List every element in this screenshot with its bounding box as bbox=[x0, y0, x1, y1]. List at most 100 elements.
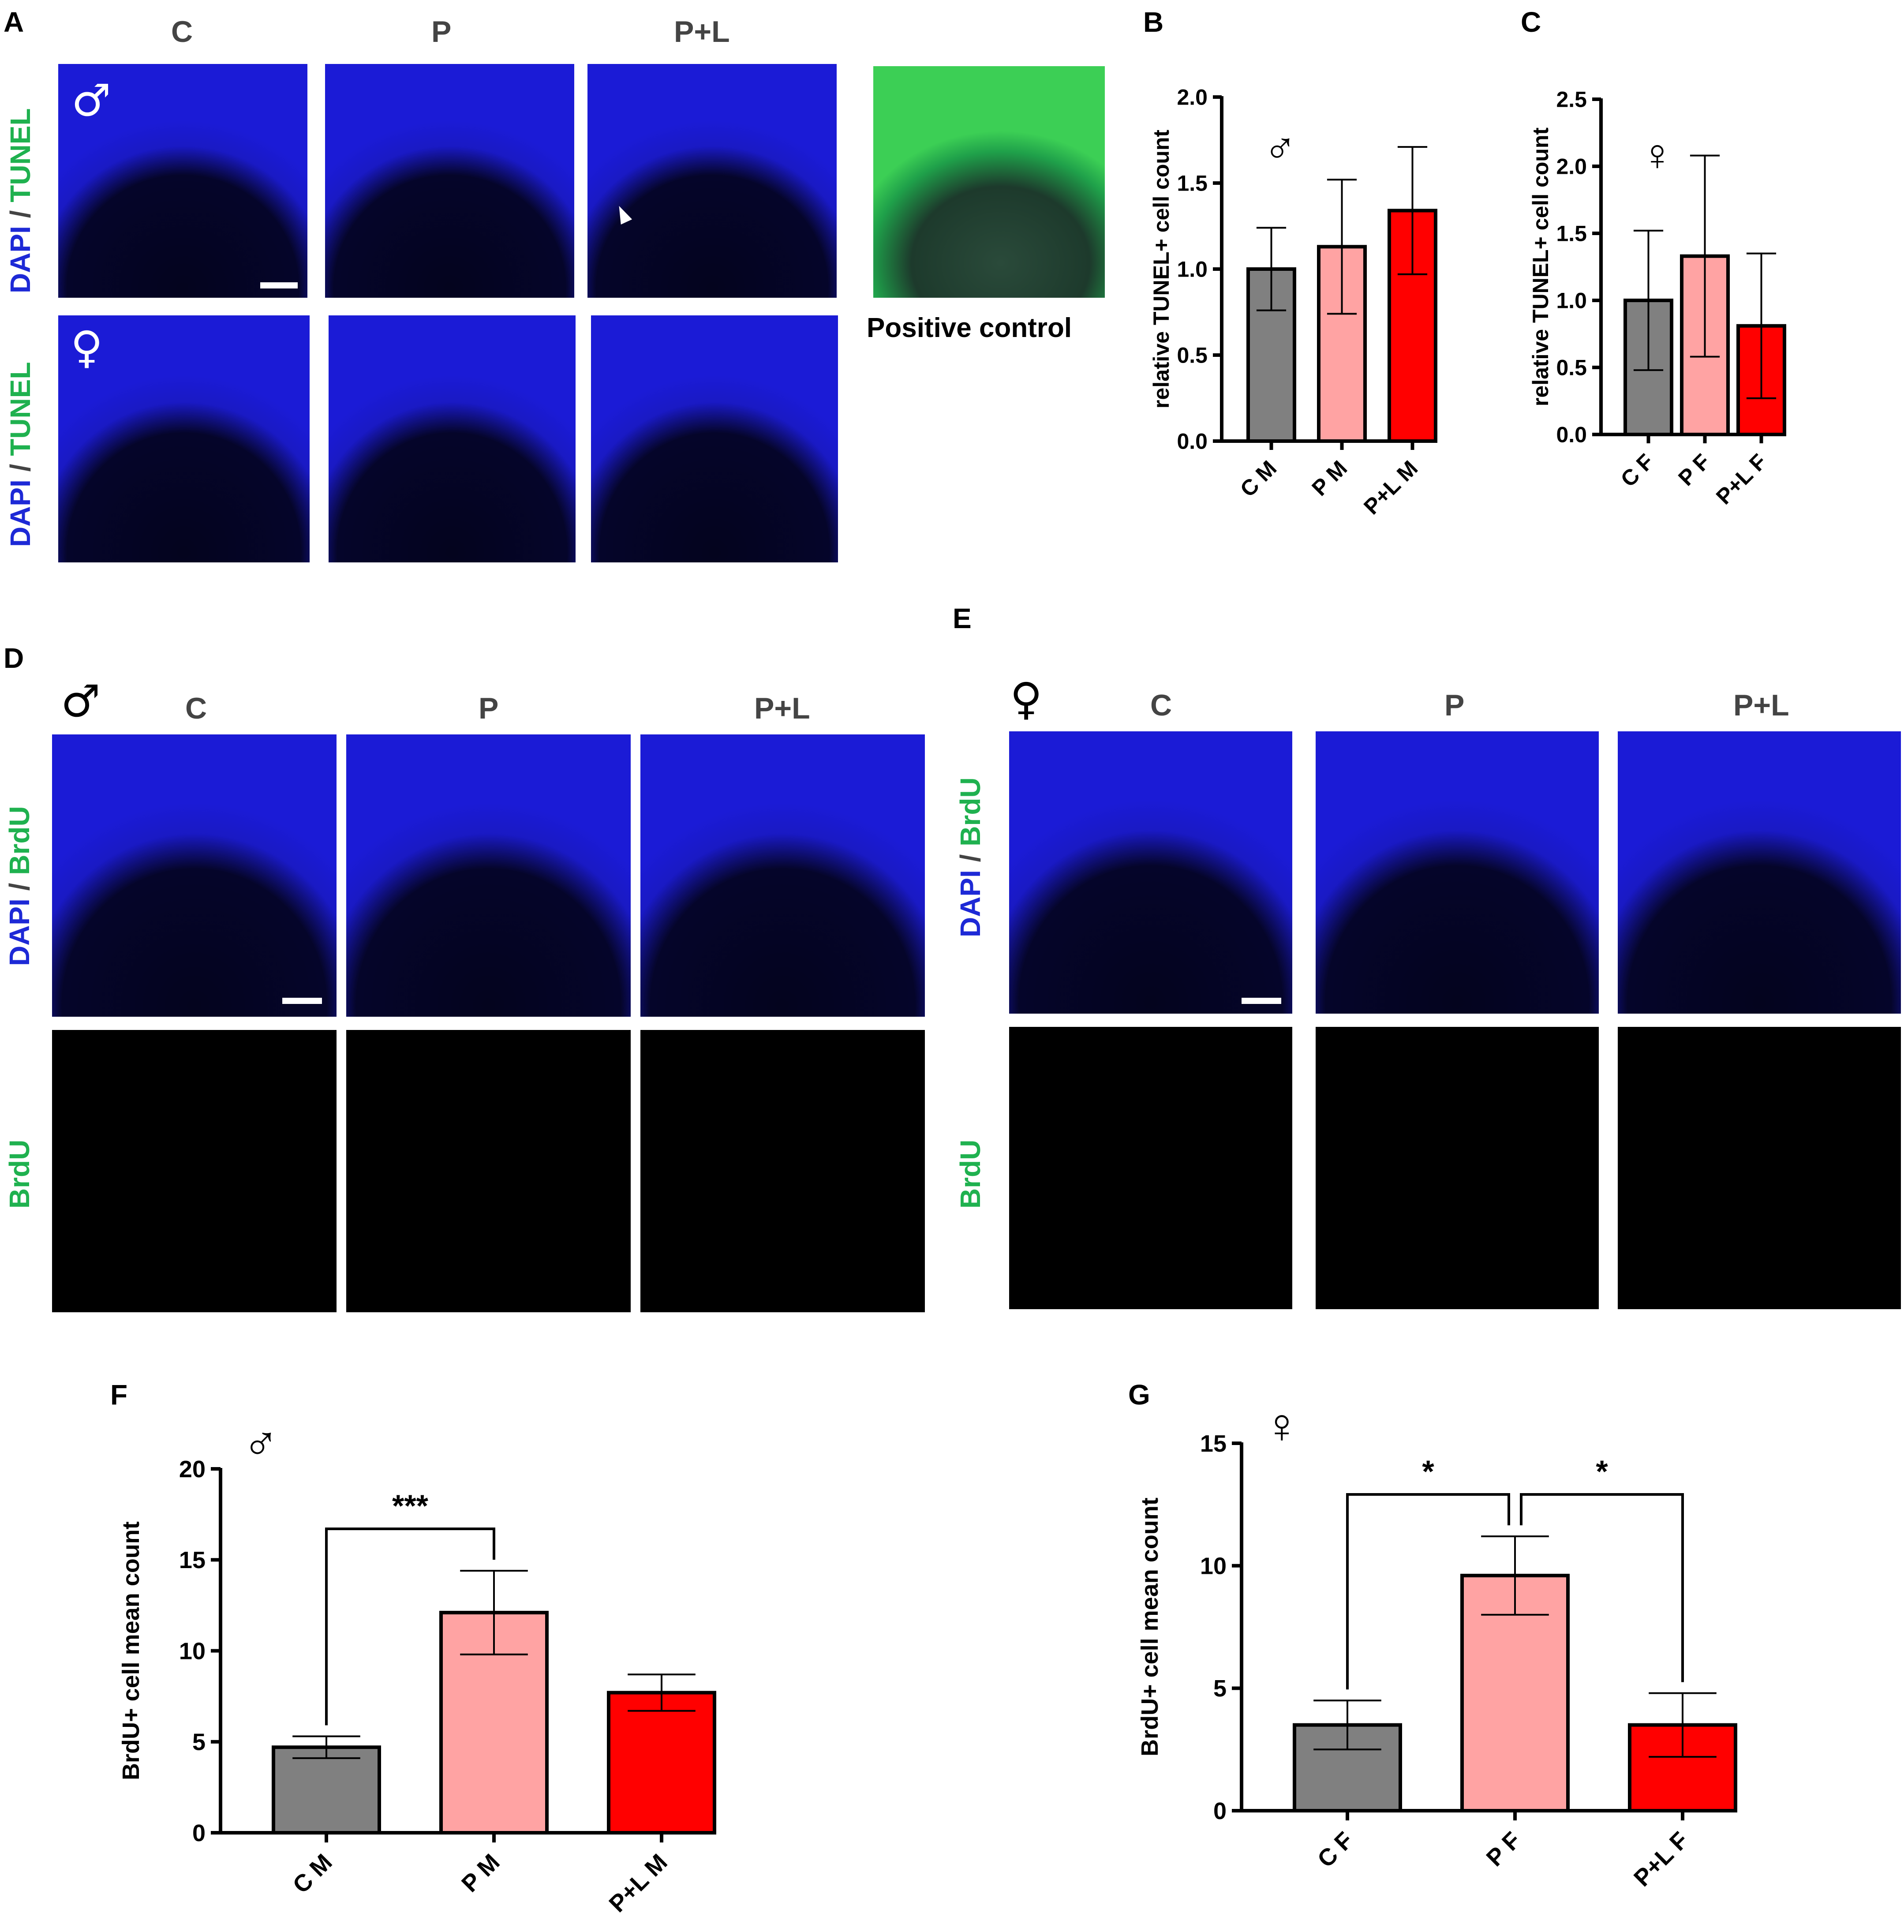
scale-bar-a bbox=[260, 282, 298, 288]
bar bbox=[607, 1691, 716, 1835]
panel-a-row-label-male: DAPI / TUNEL bbox=[4, 108, 36, 293]
category-label: P+L M bbox=[1359, 456, 1422, 519]
sex-symbol: ♂ bbox=[243, 1416, 279, 1471]
significance-label: *** bbox=[392, 1488, 429, 1523]
micrograph-d-pl-dapi bbox=[640, 734, 925, 1017]
panel-a-col-pl: P+L bbox=[674, 15, 730, 49]
female-symbol-e: ♀ bbox=[1010, 673, 1043, 725]
male-symbol-a: ♂ bbox=[71, 75, 111, 126]
panel-letter-a: A bbox=[4, 6, 24, 38]
y-axis-label: relative TUNEL+ cell count bbox=[1149, 130, 1174, 408]
y-tick-label: 1.0 bbox=[1556, 288, 1587, 313]
panel-letter-d: D bbox=[4, 642, 24, 674]
category-label: C F bbox=[1313, 1827, 1358, 1873]
y-axis-label: BrdU+ cell mean count bbox=[1137, 1498, 1163, 1756]
category-label: C M bbox=[1235, 456, 1281, 502]
panel-d-col-p: P bbox=[479, 692, 499, 725]
panel-a-row-label-female: DAPI / TUNEL bbox=[4, 362, 36, 547]
category-label: P+L F bbox=[1629, 1827, 1694, 1892]
y-tick-label: 5 bbox=[192, 1729, 206, 1756]
panel-e-row-label-1: DAPI / BrdU bbox=[954, 777, 986, 937]
sex-symbol: ♀ bbox=[1264, 1403, 1300, 1453]
significance-bracket bbox=[325, 1528, 495, 1726]
sex-symbol: ♀ bbox=[1641, 130, 1674, 180]
positive-control-caption: Positive control bbox=[867, 313, 1072, 343]
chart-g: 0 5 10 15 BrdU+ cell mean count ♀ C F P F P+L F *… bbox=[1137, 1403, 1737, 1892]
y-tick-label: 2.0 bbox=[1556, 154, 1587, 179]
scale-bar-e bbox=[1242, 998, 1281, 1004]
panel-letter-f: F bbox=[110, 1379, 128, 1411]
significance-label: * bbox=[1422, 1454, 1434, 1489]
y-axis-label: relative TUNEL+ cell count bbox=[1528, 127, 1553, 406]
bar bbox=[272, 1745, 381, 1835]
significance-bracket bbox=[1346, 1493, 1510, 1690]
y-tick-label: 2.5 bbox=[1556, 87, 1587, 112]
micrograph-a-female-pl bbox=[591, 315, 838, 562]
category-label: C F bbox=[1616, 449, 1659, 492]
y-axis-label: BrdU+ cell mean count bbox=[118, 1521, 144, 1780]
category-label: C M bbox=[288, 1849, 337, 1898]
y-tick-label: 10 bbox=[1200, 1553, 1227, 1580]
male-symbol-d: ♂ bbox=[61, 675, 101, 727]
panel-e-col-p: P bbox=[1444, 689, 1465, 722]
y-tick-label: 0 bbox=[192, 1820, 206, 1846]
micrograph-d-pl-brdu bbox=[640, 1030, 925, 1312]
y-tick-label: 10 bbox=[179, 1638, 206, 1664]
panel-letter-e: E bbox=[953, 603, 972, 634]
panel-letter-g: G bbox=[1128, 1379, 1150, 1411]
y-tick-label: 1.5 bbox=[1177, 171, 1208, 196]
panel-e-col-c: C bbox=[1150, 689, 1172, 722]
y-tick-label: 0.5 bbox=[1177, 343, 1208, 368]
significance-bracket bbox=[1520, 1493, 1684, 1682]
y-tick-label: 20 bbox=[179, 1456, 206, 1483]
micrograph-a-female-c bbox=[58, 315, 310, 562]
panel-d-row-label-2: BrdU bbox=[4, 1139, 35, 1209]
y-tick-label: 5 bbox=[1213, 1675, 1227, 1702]
y-tick-label: 0.5 bbox=[1556, 356, 1587, 380]
y-tick-label: 2.0 bbox=[1177, 85, 1208, 110]
panel-e-row-label-2: BrdU bbox=[954, 1139, 986, 1209]
category-label: P+L M bbox=[604, 1849, 672, 1917]
micrograph-a-male-p bbox=[325, 64, 574, 298]
sex-symbol: ♂ bbox=[1264, 124, 1297, 173]
y-tick-label: 15 bbox=[1200, 1430, 1227, 1457]
micrograph-positive-control bbox=[873, 66, 1105, 298]
micrograph-a-male-c bbox=[58, 64, 307, 298]
panel-d-row-label-1: DAPI / BrdU bbox=[4, 806, 35, 966]
category-label: P M bbox=[456, 1849, 505, 1898]
significance-label: * bbox=[1596, 1454, 1608, 1489]
category-label: P+L F bbox=[1711, 449, 1771, 509]
micrograph-e-pl-brdu bbox=[1618, 1027, 1901, 1309]
panel-d-col-pl: P+L bbox=[754, 692, 810, 725]
y-tick-label: 1.5 bbox=[1556, 221, 1587, 246]
micrograph-e-pl-dapi bbox=[1618, 731, 1901, 1014]
panel-e-col-pl: P+L bbox=[1733, 689, 1789, 722]
category-label: P F bbox=[1481, 1827, 1526, 1872]
chart-f: 0 5 10 15 20 BrdU+ cell mean count ♂ C M P M P+L … bbox=[118, 1416, 716, 1917]
panel-letter-c: C bbox=[1521, 6, 1541, 38]
micrograph-e-c-brdu bbox=[1009, 1027, 1292, 1309]
y-tick-label: 0.0 bbox=[1177, 429, 1208, 454]
panel-d-col-c: C bbox=[185, 692, 207, 725]
scale-bar-d bbox=[282, 998, 322, 1004]
micrograph-d-p-dapi bbox=[346, 734, 631, 1017]
micrograph-d-c-brdu bbox=[52, 1030, 337, 1312]
y-tick-label: 0.0 bbox=[1556, 423, 1587, 447]
panel-a-col-c: C bbox=[171, 15, 193, 49]
category-label: P M bbox=[1307, 456, 1352, 501]
y-tick-label: 0 bbox=[1213, 1798, 1227, 1824]
micrograph-e-c-dapi bbox=[1009, 731, 1292, 1014]
panel-a-col-p: P bbox=[431, 15, 452, 49]
category-label: P F bbox=[1673, 449, 1715, 490]
y-tick-label: 1.0 bbox=[1177, 257, 1208, 282]
y-tick-label: 15 bbox=[179, 1547, 206, 1573]
female-symbol-a: ♀ bbox=[71, 322, 103, 373]
micrograph-d-p-brdu bbox=[346, 1030, 631, 1312]
micrograph-e-p-brdu bbox=[1316, 1027, 1599, 1309]
panel-letter-b: B bbox=[1143, 6, 1164, 38]
micrograph-e-p-dapi bbox=[1316, 731, 1599, 1014]
micrograph-a-female-p bbox=[329, 315, 576, 562]
micrograph-d-c-dapi bbox=[52, 734, 337, 1017]
